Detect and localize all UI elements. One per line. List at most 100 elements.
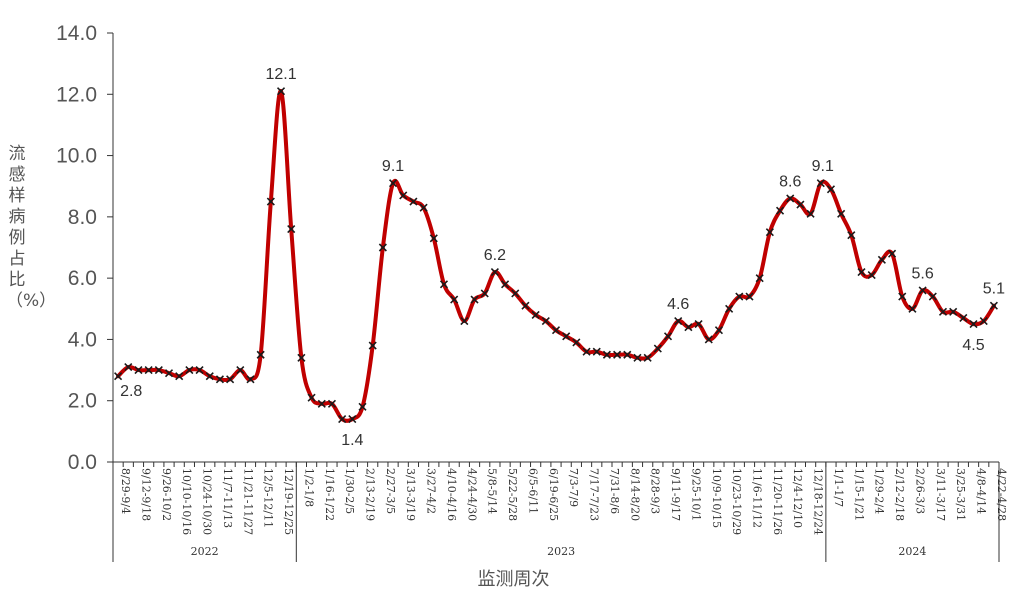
x-tick-label: 2/26-3/3 <box>913 468 926 514</box>
data-point-marker <box>551 326 561 335</box>
data-point-marker <box>908 304 917 313</box>
data-point-marker <box>348 415 357 424</box>
data-point-marker <box>490 267 499 277</box>
x-tick-label: 12/4-12/10 <box>791 468 804 528</box>
data-point-marker <box>470 295 479 304</box>
data-point-marker <box>979 316 988 326</box>
y-tick-label: 14.0 <box>56 22 97 45</box>
data-point-marker <box>531 310 540 319</box>
data-point-marker <box>938 307 948 316</box>
data-point-marker <box>195 366 204 375</box>
data-label: 12.1 <box>265 66 296 83</box>
x-tick-label: 12/18-12/24 <box>812 468 825 535</box>
data-point-marker <box>236 366 245 375</box>
data-point-marker <box>582 347 591 356</box>
data-point-marker <box>969 320 978 329</box>
data-point-marker <box>949 307 958 316</box>
x-tick-label: 4/10-4/16 <box>445 468 458 521</box>
data-point-marker <box>989 301 998 310</box>
data-point-marker <box>501 280 510 289</box>
data-point-marker <box>439 280 449 289</box>
x-tick-label: 1/1-1/7 <box>832 468 845 507</box>
x-tick-label: 3/27-4/2 <box>425 468 438 514</box>
data-point-marker <box>714 326 724 335</box>
data-point-marker <box>164 369 174 378</box>
y-axis-title: 流感样病例占比（%） <box>6 144 57 311</box>
x-tick-label: 8/28-9/3 <box>649 468 662 514</box>
data-label: 6.2 <box>484 247 506 264</box>
data-point-marker <box>114 372 123 381</box>
data-point-marker <box>175 372 184 381</box>
x-tick-label: 10/9-10/15 <box>710 468 723 528</box>
data-point-marker <box>725 304 734 313</box>
y-tick-label: 12.0 <box>56 83 97 106</box>
x-tick-label: 12/5-12/11 <box>262 468 275 528</box>
data-point-marker <box>124 362 133 372</box>
x-tick-label: 6/5-6/11 <box>526 468 539 514</box>
x-tick-label: 2/12-2/18 <box>893 468 906 521</box>
x-tick-label: 2/13-2/19 <box>364 468 377 521</box>
data-point-marker <box>806 209 815 218</box>
x-tick-label: 5/22-5/28 <box>506 468 519 521</box>
x-tick-label: 9/25-10/1 <box>689 468 702 521</box>
x-tick-label: 12/19-12/25 <box>282 468 295 535</box>
data-point-marker <box>867 271 876 280</box>
x-tick-label: 7/3-7/9 <box>567 468 580 507</box>
x-tick-label: 1/2-1/8 <box>302 468 315 507</box>
data-point-marker <box>898 292 907 301</box>
data-point-marker <box>297 353 306 362</box>
data-point-marker <box>388 179 398 188</box>
x-tick-label: 2/27-3/5 <box>384 468 397 514</box>
x-tick-label: 9/12-9/18 <box>139 468 152 521</box>
x-tick-label: 7/17-7/23 <box>588 468 601 521</box>
data-point-marker <box>643 353 652 362</box>
y-tick-label: 6.0 <box>68 267 97 290</box>
year-group-label: 2022 <box>191 545 219 558</box>
x-tick-label: 4/24-4/30 <box>465 468 478 521</box>
x-tick-label: 11/7-11/13 <box>221 468 234 528</box>
x-tick-label: 3/11-3/17 <box>934 468 947 521</box>
data-point-marker <box>602 350 611 359</box>
data-point-marker <box>613 350 622 359</box>
data-point-marker <box>786 194 795 203</box>
x-tick-label: 3/25-3/31 <box>954 468 967 521</box>
data-label: 9.1 <box>812 158 834 175</box>
data-point-marker <box>562 332 571 341</box>
data-label: 1.4 <box>341 432 363 449</box>
data-point-marker <box>327 399 337 408</box>
year-group-label: 2024 <box>898 545 926 558</box>
x-tick-label: 1/30-2/5 <box>343 468 356 514</box>
data-point-marker <box>409 197 418 206</box>
x-tick-label: 1/16-1/22 <box>323 468 336 521</box>
data-point-marker <box>623 350 632 359</box>
data-point-marker <box>317 399 326 408</box>
x-tick-label: 8/29-9/4 <box>119 468 132 514</box>
y-tick-label: 8.0 <box>68 206 97 229</box>
x-tick-label: 4/8-4/14 <box>975 468 988 514</box>
data-point-marker <box>307 393 316 402</box>
data-point-marker <box>633 353 642 362</box>
data-point-marker <box>185 366 194 375</box>
data-point-marker <box>826 185 836 194</box>
x-tick-label: 1/15-1/21 <box>852 468 865 521</box>
x-tick-label: 11/6-11/12 <box>750 468 763 528</box>
x-tick-label: 10/23-10/29 <box>730 468 743 535</box>
series-line <box>116 89 996 423</box>
x-tick-label: 9/11-9/17 <box>669 468 682 521</box>
x-tick-label: 11/21-11/27 <box>241 468 254 535</box>
data-point-marker <box>572 338 581 347</box>
data-point-marker <box>226 375 235 384</box>
data-point-marker <box>847 231 856 240</box>
data-point-marker <box>653 344 662 353</box>
data-point-marker <box>205 372 214 381</box>
data-point-marker <box>959 313 968 323</box>
data-point-marker <box>765 228 774 237</box>
data-point-marker <box>541 316 550 326</box>
x-tick-label: 4/22-4/28 <box>995 468 1008 521</box>
data-point-marker <box>704 335 713 344</box>
y-tick-label: 4.0 <box>68 328 97 351</box>
data-label: 4.5 <box>962 337 984 354</box>
x-tick-label: 10/10-10/16 <box>180 468 193 535</box>
data-point-marker <box>694 320 703 329</box>
data-point-marker <box>918 286 927 295</box>
